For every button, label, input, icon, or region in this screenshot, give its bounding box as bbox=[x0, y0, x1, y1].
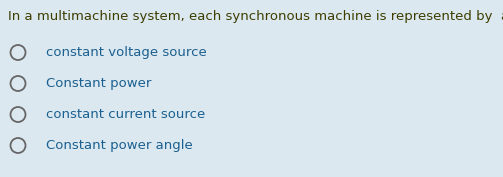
Text: constant current source: constant current source bbox=[46, 108, 205, 121]
Text: Constant power angle: Constant power angle bbox=[46, 139, 193, 152]
Text: Constant power: Constant power bbox=[46, 77, 151, 90]
Text: constant voltage source: constant voltage source bbox=[46, 46, 207, 59]
Text: In a multimachine system, each synchronous machine is represented by  a _: In a multimachine system, each synchrono… bbox=[8, 10, 503, 23]
